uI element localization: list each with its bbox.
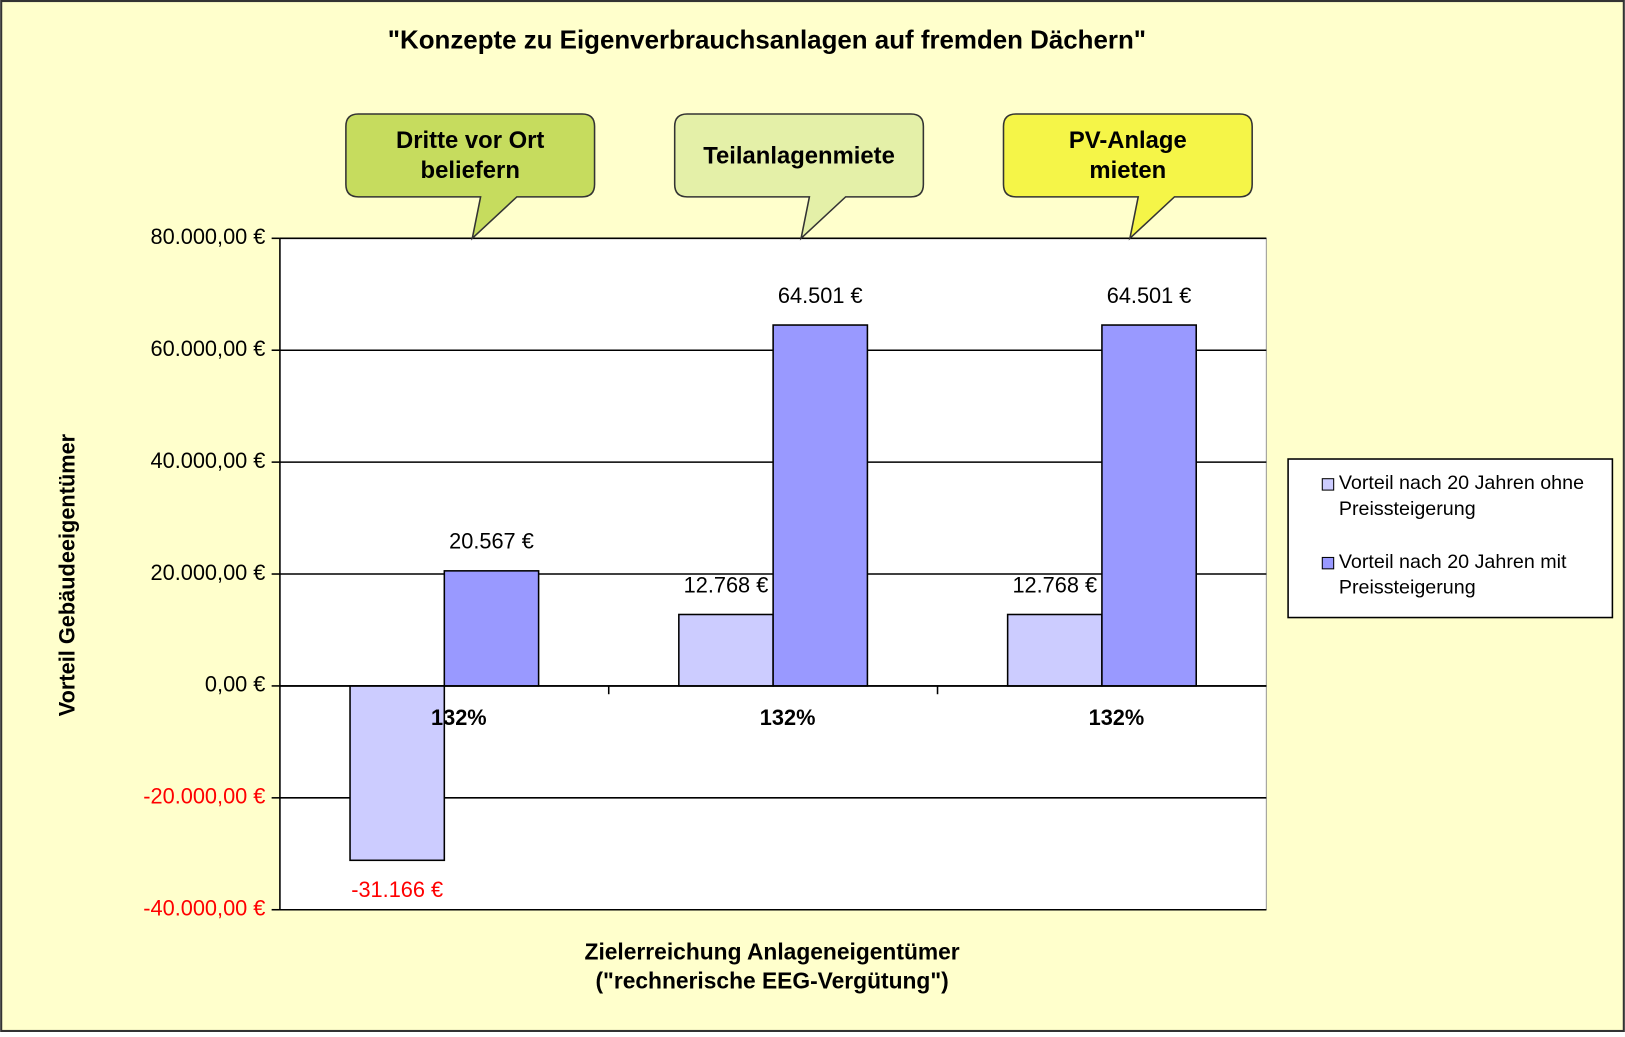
bar bbox=[678, 613, 774, 687]
y-tick-label: 60.000,00 € bbox=[151, 336, 266, 361]
y-axis-title: Vorteil Gebäudeeigentümer bbox=[54, 433, 79, 716]
x-tick-label: 132% bbox=[760, 705, 816, 730]
callout-text: Dritte vor Ort beliefern bbox=[396, 126, 545, 184]
callout-text-box: Teilanlagenmiete bbox=[703, 141, 895, 169]
callout bbox=[345, 113, 596, 241]
y-tick-label: 40.000,00 € bbox=[151, 448, 266, 473]
y-tick-label: -20.000,00 € bbox=[143, 784, 265, 809]
x-tick-label: 132% bbox=[1089, 705, 1145, 730]
x-tick-label: 132% bbox=[431, 705, 487, 730]
bar bbox=[772, 324, 869, 687]
x-axis-title: ("rechnerische EEG-Vergütung") bbox=[595, 967, 948, 993]
legend-label: Vorteil nach 20 Jahren ohne Preissteiger… bbox=[1338, 472, 1585, 521]
data-label: -31.166 € bbox=[351, 877, 443, 902]
data-label: 64.501 € bbox=[1107, 283, 1192, 308]
legend-swatch bbox=[1321, 556, 1335, 570]
legend-label-box: Vorteil nach 20 Jahren ohne Preissteiger… bbox=[1338, 472, 1585, 521]
y-tick-label: -40.000,00 € bbox=[143, 895, 265, 920]
bar bbox=[349, 685, 446, 862]
bar bbox=[1006, 613, 1103, 687]
data-label: 12.768 € bbox=[1012, 572, 1097, 597]
callout-text-box: Dritte vor Ort beliefern bbox=[396, 126, 545, 184]
y-tick-label: 80.000,00 € bbox=[151, 224, 266, 249]
x-axis-title: Zielerreichung Anlageneigentümer bbox=[585, 938, 960, 964]
y-tick-label: 0,00 € bbox=[205, 672, 265, 697]
bar bbox=[443, 570, 540, 687]
callout-text-box: PV-Anlage mieten bbox=[1068, 126, 1187, 184]
legend-swatch bbox=[1321, 478, 1335, 491]
callout-text: PV-Anlage mieten bbox=[1068, 126, 1187, 184]
legend-label: Vorteil nach 20 Jahren mit Preissteigeru… bbox=[1338, 551, 1567, 599]
chart-title: "Konzepte zu Eigenverbrauchsanlagen auf … bbox=[388, 26, 1146, 54]
legend bbox=[1287, 458, 1614, 619]
callout bbox=[1002, 113, 1253, 241]
data-label: 12.768 € bbox=[684, 572, 769, 597]
bar bbox=[1101, 324, 1197, 687]
callout-text: Teilanlagenmiete bbox=[703, 141, 895, 169]
y-tick-label: 20.000,00 € bbox=[151, 560, 266, 585]
legend-label-box: Vorteil nach 20 Jahren mit Preissteigeru… bbox=[1338, 551, 1567, 599]
data-label: 64.501 € bbox=[778, 283, 863, 308]
callout bbox=[673, 113, 925, 241]
data-label: 20.567 € bbox=[449, 529, 534, 554]
